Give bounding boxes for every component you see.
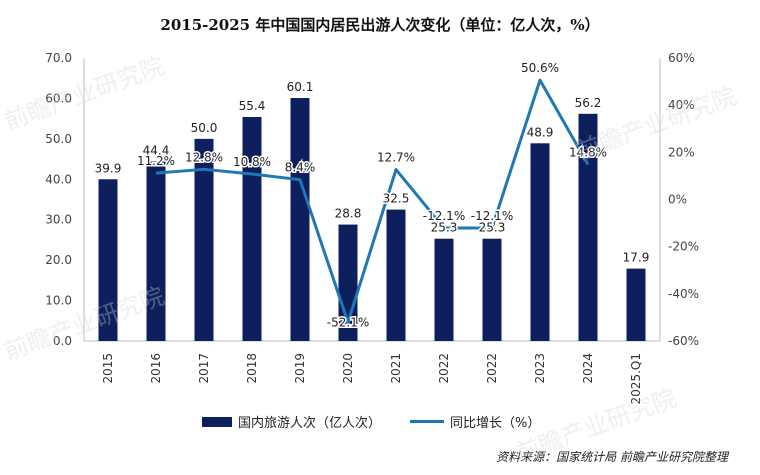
x-tick-label: 2023 [533, 353, 547, 384]
bar [626, 268, 646, 341]
growth-value-label: -52.1% [327, 315, 369, 329]
y-left-tick-label: 50.0 [45, 132, 72, 146]
y-left-tick-label: 60.0 [45, 91, 72, 105]
y-right-tick-label: -60% [668, 334, 699, 348]
x-tick-label: 2015 [101, 353, 115, 384]
growth-value-label: 12.8% [185, 150, 223, 164]
bar [482, 238, 502, 341]
y-right-tick-label: 0% [668, 193, 687, 207]
growth-value-label: 11.2% [137, 154, 175, 168]
bar-value-label: 28.8 [335, 207, 362, 221]
x-tick-label: 2021 [389, 353, 403, 384]
x-tick-label: 2022 [437, 353, 451, 384]
x-tick-label: 2019 [293, 353, 307, 384]
x-tick-label: 2016 [149, 353, 163, 384]
bar [242, 117, 262, 341]
source-note: 资料来源：国家统计局 前瞻产业研究院整理 [496, 450, 728, 464]
bar-value-label: 39.9 [95, 161, 122, 175]
legend-bar-label: 国内旅游人次（亿人次） [238, 416, 382, 431]
legend-item-line: 同比增长（%） [410, 412, 540, 431]
bar-value-label: 44.4 [143, 143, 170, 157]
x-tick-label: 2024 [581, 353, 595, 384]
y-left-tick-label: 30.0 [45, 213, 72, 227]
legend: 国内旅游人次（亿人次） 同比增长（%） [0, 412, 760, 432]
growth-value-label: 50.6% [521, 61, 559, 75]
growth-value-label: 12.7% [377, 151, 415, 165]
x-tick-label: 2018 [245, 353, 259, 384]
bar-value-label: 55.4 [239, 99, 266, 113]
x-tick-label: 2022 [485, 353, 499, 384]
bar [578, 113, 598, 341]
x-tick-label: 2025.Q1 [629, 353, 643, 404]
y-left-tick-label: 20.0 [45, 253, 72, 267]
y-left-tick-label: 40.0 [45, 172, 72, 186]
growth-line [155, 78, 590, 324]
y-left-tick-label: 0.0 [53, 334, 72, 348]
legend-bar-swatch [202, 416, 232, 427]
legend-line-label: 同比增长（%） [450, 416, 541, 431]
y-left-tick-label: 70.0 [45, 51, 72, 65]
growth-value-label: 14.8% [569, 146, 607, 160]
bar [98, 179, 118, 341]
bar-value-label: 48.9 [527, 125, 554, 139]
bar-value-label: 25.3 [479, 221, 506, 235]
x-tick-label: 2017 [197, 353, 211, 384]
bar-value-label: 32.5 [383, 192, 410, 206]
x-tick-label: 2020 [341, 353, 355, 384]
y-right-tick-label: -40% [668, 287, 699, 301]
bar [290, 98, 310, 341]
bar-value-label: 56.2 [575, 96, 602, 110]
legend-line-swatch [410, 420, 444, 423]
legend-item-bar: 国内旅游人次（亿人次） [202, 412, 381, 431]
growth-value-label: 8.4% [285, 161, 316, 175]
growth-value-label: -12.1% [471, 209, 513, 223]
chart-title: 2015-2025 年中国国内居民出游人次变化（单位：亿人次，%） [160, 16, 600, 34]
bar-value-label: 25.3 [431, 221, 458, 235]
bar [434, 238, 454, 341]
bar-value-label: 60.1 [287, 80, 314, 94]
growth-value-label: -12.1% [423, 209, 465, 223]
bar [194, 138, 214, 341]
y-right-tick-label: 20% [668, 145, 695, 159]
bar [530, 143, 550, 341]
bar [146, 161, 166, 341]
bar-value-label: 50.0 [191, 121, 218, 135]
bar [386, 209, 406, 341]
growth-value-label: 10.8% [233, 155, 271, 169]
y-right-tick-label: 60% [668, 51, 695, 65]
y-right-tick-label: 40% [668, 98, 695, 112]
y-left-tick-label: 10.0 [45, 294, 72, 308]
bar-value-label: 17.9 [623, 251, 650, 265]
y-right-tick-label: -20% [668, 240, 699, 254]
